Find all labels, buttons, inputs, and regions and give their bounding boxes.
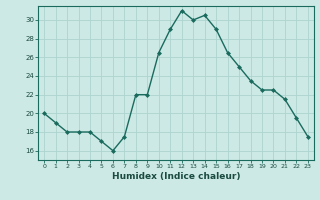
X-axis label: Humidex (Indice chaleur): Humidex (Indice chaleur) xyxy=(112,172,240,181)
